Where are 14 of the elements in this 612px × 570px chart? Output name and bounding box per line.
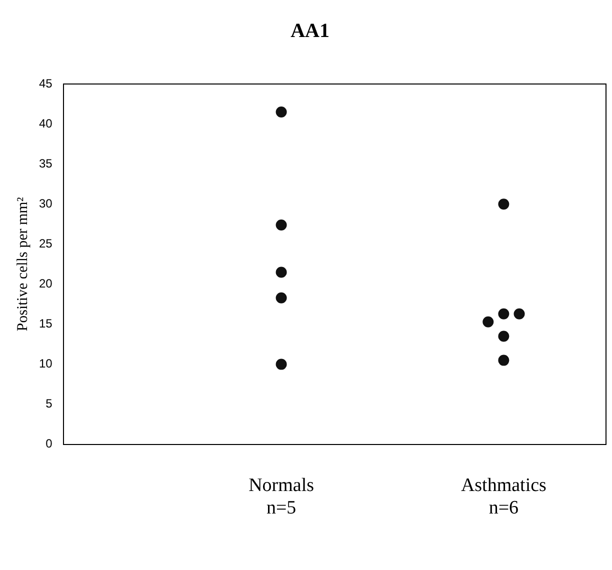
y-tick-label: 45	[38, 76, 53, 90]
y-tick-label: 0	[46, 436, 53, 451]
y-axis-title: Positive cells per mm²	[14, 196, 31, 332]
y-tick-label: 20	[38, 276, 53, 291]
y-tick-label: 40	[38, 116, 53, 130]
chart-title: AA1	[290, 20, 330, 42]
x-tick-label: Normals n=5	[248, 474, 314, 519]
y-tick-label: 10	[38, 356, 53, 371]
x-tick-label: Asthmatics n=6	[460, 474, 546, 519]
y-tick-label: 5	[46, 396, 53, 411]
y-tick-label: 35	[38, 156, 53, 170]
y-tick-label: 15	[38, 316, 53, 331]
y-tick-label: 30	[38, 196, 53, 210]
y-tick-label: 25	[38, 236, 53, 250]
